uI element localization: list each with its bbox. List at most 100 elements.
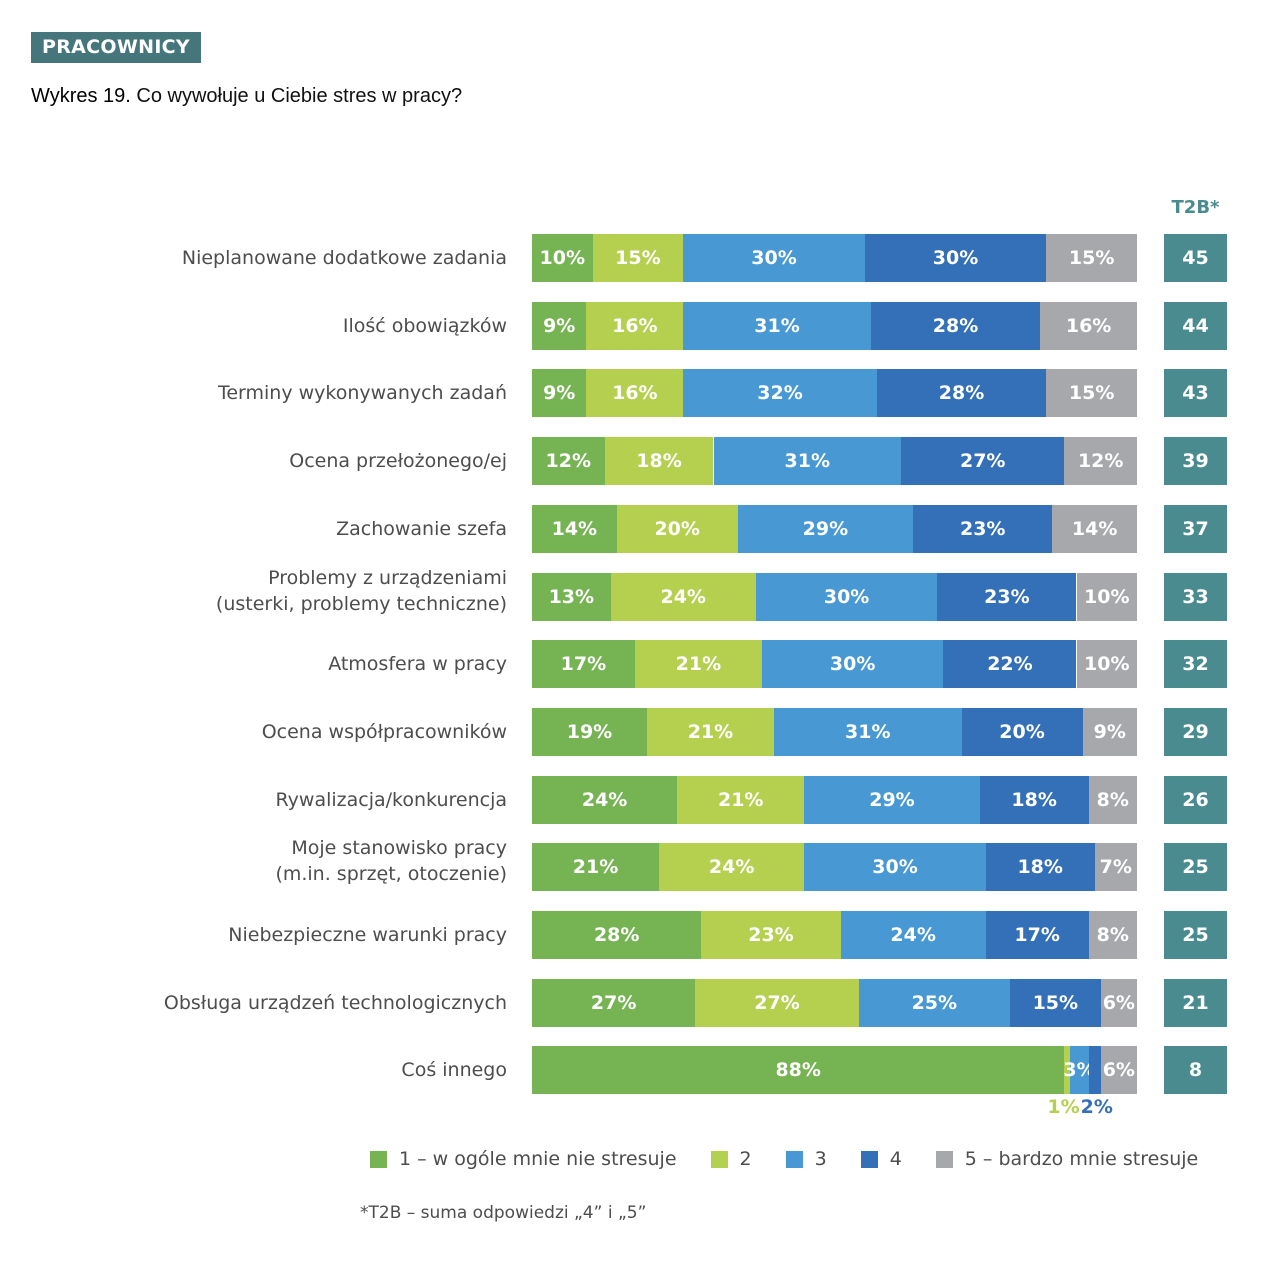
bar-segment (1064, 1046, 1071, 1095)
bar-segment: 23% (701, 911, 841, 959)
segment-value-label: 18% (1011, 788, 1057, 811)
bar-segment: 27% (695, 978, 859, 1027)
bar-segment: 28% (876, 369, 1047, 418)
bar-segment: 30% (864, 234, 1047, 282)
segment-value-label: 17% (1014, 924, 1060, 946)
category-label: Coś innego (401, 1059, 507, 1082)
bar-segment: 9% (532, 301, 587, 350)
bar-row: 12% 18% 31% 27% 12% (532, 437, 1137, 486)
bar-segment: 6% (1100, 978, 1137, 1027)
category-label: Obsługa urządzeń technologicznych (163, 991, 507, 1014)
bar-segment: 23% (937, 572, 1077, 621)
legend-label: 4 (889, 1148, 902, 1170)
bar-segment: 19% (532, 707, 647, 756)
segment-value-label: 30% (829, 653, 876, 676)
segment-value-label: 7% (1099, 856, 1132, 879)
legend: 1 – w ogóle mnie nie stresuje 2 3 4 5 – bard… (370, 1148, 1232, 1170)
bar-row: 9% 16% 31% 28% 16% (532, 301, 1137, 350)
segment-value-label: 10% (1084, 653, 1130, 676)
t2b-value: 25 (1164, 911, 1227, 959)
bar-segment: 21% (646, 707, 774, 756)
bar-segment: 16% (586, 301, 684, 350)
bar-segment: 30% (804, 843, 986, 892)
legend-swatch (860, 1150, 878, 1168)
bar-row: 21% 24% 30% 18% 7% (532, 843, 1137, 892)
bar-segment: 16% (586, 369, 684, 418)
bar-segment: 21% (532, 843, 660, 892)
segment-value-label: 21% (675, 653, 722, 676)
legend-label: 3 (814, 1148, 827, 1170)
t2b-value: 45 (1164, 234, 1227, 282)
legend-item: 1 – w ogóle mnie nie stresuje (370, 1148, 677, 1170)
bar-segment: 8% (1088, 911, 1137, 959)
t2b-value: 26 (1164, 775, 1227, 824)
segment-value-label: 30% (872, 856, 918, 879)
bar-segment: 9% (1082, 707, 1137, 756)
bar-segment: 30% (683, 234, 865, 282)
bar-segment: 29% (737, 504, 914, 553)
bar-row: 14% 20% 29% 23% 14% (532, 504, 1137, 553)
t2b-value: 32 (1164, 640, 1227, 689)
segment-value-label: 6% (1102, 991, 1135, 1014)
bar-segment: 12% (1064, 437, 1137, 486)
category-label: Problemy z urządzeniami (usterki, proble… (215, 566, 507, 615)
bar-segment: 21% (677, 775, 805, 824)
segment-value-label: 15% (1068, 247, 1115, 269)
segment-value-label: 12% (1077, 450, 1124, 473)
bar-segment: 14% (1052, 504, 1137, 553)
bar-segment: 8% (1088, 775, 1137, 824)
segment-value-label: 23% (984, 585, 1030, 608)
segment-value-label: 29% (869, 788, 915, 811)
segment-value-label: 25% (911, 991, 958, 1014)
footnote: *T2B – suma odpowiedzi „4” i „5” (360, 1203, 647, 1223)
category-label: Ocena współpracowników (261, 720, 507, 743)
segment-value-label: 16% (1065, 314, 1112, 337)
category-label: Ocena przełożonego/ej (289, 450, 507, 473)
segment-value-label: 15% (1068, 382, 1115, 405)
bar-segment: 15% (1046, 369, 1137, 418)
category-label: Zachowanie szefa (336, 517, 507, 540)
bar-row: 27% 27% 25% 15% 6% (532, 978, 1137, 1027)
category-label: Niebezpieczne warunki pracy (228, 924, 507, 946)
bar-segment: 28% (870, 301, 1041, 350)
bar-segment: 12% (532, 437, 605, 486)
bar-segment: 16% (1040, 301, 1137, 350)
bar-segment: 17% (985, 911, 1089, 959)
t2b-value: 8 (1164, 1046, 1227, 1095)
segment-value-label: 18% (636, 450, 682, 473)
bar-segment (1088, 1046, 1101, 1095)
bar-segment: 23% (913, 504, 1053, 553)
t2b-value: 39 (1164, 437, 1227, 486)
bar-segment: 20% (961, 707, 1083, 756)
segment-value-label: 9% (543, 314, 576, 337)
bar-segment: 27% (532, 978, 696, 1027)
segment-value-label: 17% (560, 653, 607, 676)
t2b-value: 43 (1164, 369, 1227, 418)
chart-title-prefix: Wykres 19. (31, 85, 131, 107)
segment-value-label: 88% (775, 1059, 821, 1082)
segment-value-label: 22% (987, 653, 1033, 676)
bar-segment: 18% (985, 843, 1095, 892)
bar-segment: 27% (901, 437, 1065, 486)
bar-row: 13% 24% 30% 23% 10% (532, 572, 1137, 621)
category-label: Moje stanowisko pracy (m.in. sprzęt, oto… (275, 837, 507, 886)
segment-value-label: 30% (932, 247, 979, 269)
segment-value-label: 21% (572, 856, 619, 879)
legend-item: 4 (860, 1148, 902, 1170)
segment-value-label: 13% (548, 585, 595, 608)
segment-value-label: 12% (545, 450, 592, 473)
bar-segment: 30% (761, 640, 944, 689)
legend-swatch (935, 1150, 953, 1168)
segment-value-label: 27% (959, 450, 1006, 473)
bar-segment: 21% (634, 640, 762, 689)
segment-value-label: 21% (717, 788, 764, 811)
segment-value-label: 14% (551, 517, 598, 540)
bar-segment: 13% (532, 572, 611, 621)
bar-segment: 29% (804, 775, 980, 824)
segment-value-label: 31% (845, 720, 891, 743)
segment-value-label: 8% (1096, 788, 1129, 811)
bar-segment: 10% (1076, 572, 1137, 621)
segment-value-label: 10% (1084, 585, 1130, 608)
bar-segment: 9% (532, 369, 587, 418)
segment-value-label: 15% (1032, 991, 1079, 1014)
